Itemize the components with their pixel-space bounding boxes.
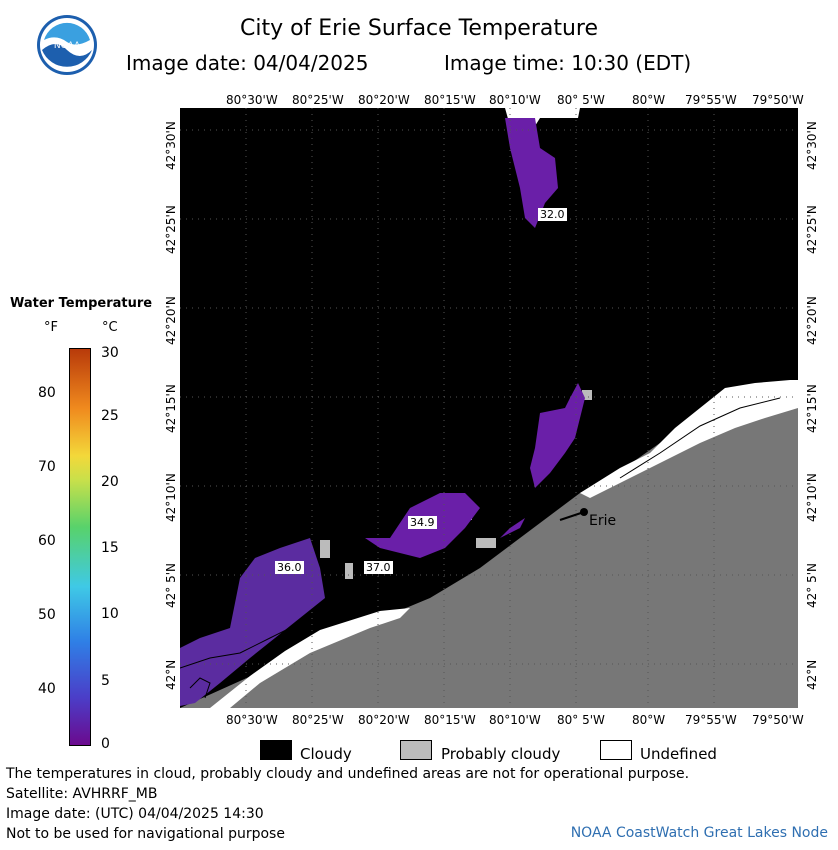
- lon-label-bottom: 80° 5'W: [557, 713, 605, 727]
- lon-label-top: 80°25'W: [292, 93, 344, 107]
- f-tick: 80: [38, 385, 56, 401]
- lat-label-left: 42°10'N: [164, 473, 178, 522]
- probably-cloudy-area: [320, 540, 330, 558]
- navigation-warning: Not to be used for navigational purpose: [6, 826, 285, 842]
- lon-label-top: 80°10'W: [489, 93, 541, 107]
- satellite-info: Satellite: AVHRRF_MB: [6, 786, 158, 802]
- c-tick: 0: [101, 736, 110, 752]
- lon-label-top: 80°30'W: [226, 93, 278, 107]
- c-tick: 30: [101, 345, 119, 361]
- logo-text: NOAA: [54, 41, 81, 51]
- water-temp-area: [530, 383, 585, 488]
- lat-label-left: 42° 5'N: [164, 563, 178, 608]
- temp-label: 34.9: [408, 516, 437, 529]
- undefined-swatch: [600, 740, 632, 760]
- water-temp-area: [500, 518, 525, 538]
- lat-label-right: 42°25'N: [805, 205, 819, 254]
- probably-cloudy-area: [476, 538, 496, 548]
- f-tick: 40: [38, 681, 56, 697]
- c-tick: 10: [101, 606, 119, 622]
- image-date: Image date: 04/04/2025: [126, 51, 369, 75]
- lat-label-right: 42° 5'N: [805, 563, 819, 608]
- probably-cloudy-label: Probably cloudy: [441, 745, 561, 763]
- lon-label-top: 79°55'W: [685, 93, 737, 107]
- lon-label-top: 80°15'W: [424, 93, 476, 107]
- probably-cloudy-area: [345, 563, 353, 579]
- temp-label: 37.0: [364, 561, 393, 574]
- probably-cloudy-area: [582, 390, 592, 400]
- lon-label-bottom: 80°W: [632, 713, 666, 727]
- contour-line: [179, 602, 381, 669]
- lon-label-top: 80°20'W: [358, 93, 410, 107]
- lon-label-bottom: 80°20'W: [358, 713, 410, 727]
- lon-label-bottom: 80°10'W: [489, 713, 541, 727]
- map-area: 32.0 34.9 36.0 37.0 Erie: [179, 108, 798, 708]
- lon-label-top: 80° 5'W: [557, 93, 605, 107]
- lat-label-left: 42°N: [164, 659, 178, 690]
- lat-label-right: 42°10'N: [805, 473, 819, 522]
- lat-label-right: 42°20'N: [805, 296, 819, 345]
- contour-line: [619, 397, 781, 479]
- legend-title: Water Temperature: [10, 296, 153, 311]
- temp-label: 36.0: [275, 561, 304, 574]
- f-tick: 60: [38, 533, 56, 549]
- f-tick: 70: [38, 459, 56, 475]
- probably-cloudy-swatch: [400, 740, 432, 760]
- undefined-label: Undefined: [640, 745, 717, 763]
- graticule: [180, 108, 798, 708]
- lon-label-bottom: 80°25'W: [292, 713, 344, 727]
- f-tick: 50: [38, 607, 56, 623]
- utc-date: Image date: (UTC) 04/04/2025 14:30: [6, 806, 264, 822]
- temperature-color-bar: [69, 348, 91, 746]
- unit-f: °F: [44, 320, 58, 335]
- contour-line: [189, 677, 211, 699]
- lat-label-left: 42°15'N: [164, 384, 178, 433]
- lat-label-left: 42°30'N: [164, 121, 178, 170]
- c-tick: 15: [101, 540, 119, 556]
- c-tick: 25: [101, 408, 119, 424]
- lat-label-right: 42°15'N: [805, 384, 819, 433]
- lon-label-bottom: 79°50'W: [752, 713, 804, 727]
- c-tick: 5: [101, 673, 110, 689]
- lon-label-bottom: 80°15'W: [424, 713, 476, 727]
- lon-label-bottom: 80°30'W: [226, 713, 278, 727]
- lat-label-right: 42°30'N: [805, 121, 819, 170]
- lon-label-bottom: 79°55'W: [685, 713, 737, 727]
- land-area: [180, 400, 798, 708]
- source-credit: NOAA CoastWatch Great Lakes Node: [570, 825, 828, 841]
- lat-label-left: 42°25'N: [164, 205, 178, 254]
- temp-label: 32.0: [538, 208, 567, 221]
- unit-c: °C: [102, 320, 118, 335]
- city-label: Erie: [589, 513, 617, 529]
- image-time: Image time: 10:30 (EDT): [444, 51, 692, 75]
- lat-label-left: 42°20'N: [164, 296, 178, 345]
- lon-label-top: 80°W: [632, 93, 666, 107]
- cloudy-swatch: [260, 740, 292, 760]
- noaa-logo: NOAA: [36, 14, 98, 76]
- cloudy-label: Cloudy: [300, 745, 352, 763]
- water-temp-area: [505, 118, 558, 228]
- lon-label-top: 79°50'W: [752, 93, 804, 107]
- disclaimer: The temperatures in cloud, probably clou…: [6, 766, 690, 782]
- lat-label-right: 42°N: [805, 659, 819, 690]
- undefined-area: [210, 608, 410, 708]
- map-svg: [179, 108, 798, 708]
- c-tick: 20: [101, 474, 119, 490]
- page-title: City of Erie Surface Temperature: [239, 16, 599, 41]
